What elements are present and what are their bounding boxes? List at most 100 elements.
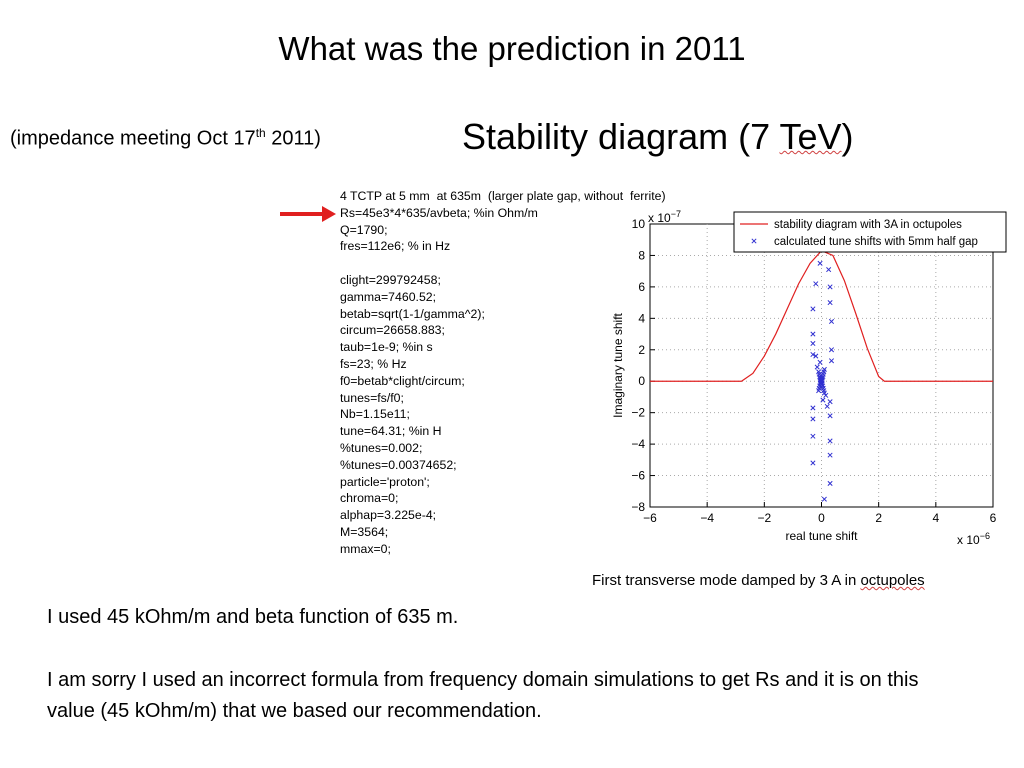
legend-box bbox=[733, 211, 1007, 253]
tune-shift-point bbox=[821, 496, 827, 502]
x-exponent-base: x 10 bbox=[957, 533, 980, 547]
code-line: tunes=fs/f0; bbox=[340, 390, 404, 405]
x-tick-label: −6 bbox=[643, 511, 657, 525]
tune-shift-point bbox=[810, 416, 816, 422]
tune-shift-point bbox=[828, 358, 835, 364]
legend-entry-points: calculated tune shifts with 5mm half gap bbox=[774, 236, 978, 248]
tune-shift-point bbox=[810, 460, 816, 466]
y-tick-label: −8 bbox=[631, 500, 645, 514]
matlab-code-block: 4 TCTP at 5 mm at 635m (larger plate gap… bbox=[340, 188, 666, 558]
slide-title: What was the prediction in 2011 bbox=[278, 30, 746, 67]
code-line: %tunes=0.00374652; bbox=[340, 457, 457, 472]
code-line: chroma=0; bbox=[340, 491, 399, 506]
tune-shift-point bbox=[827, 413, 833, 419]
tune-shift-point bbox=[813, 281, 819, 287]
code-line: fs=23; % Hz bbox=[340, 356, 407, 371]
tune-shift-point bbox=[828, 318, 835, 325]
tune-shift-point bbox=[828, 347, 835, 353]
stability-title-end: ) bbox=[841, 116, 854, 157]
x-tick-label: 2 bbox=[875, 511, 882, 525]
code-line: gamma=7460.52; bbox=[340, 289, 437, 304]
y-axis-label: Imaginary tune shift bbox=[611, 312, 625, 417]
tune-shift-point bbox=[819, 375, 825, 381]
tune-shift-point bbox=[826, 267, 832, 273]
code-line: f0=betab*clight/circum; bbox=[340, 373, 465, 388]
tune-shift-point bbox=[817, 260, 823, 266]
tune-shift-point bbox=[827, 300, 833, 306]
x-exponent-label: x 10−6 bbox=[957, 531, 990, 547]
tune-shift-point bbox=[821, 390, 827, 396]
code-line: 4 TCTP at 5 mm at 635m (larger plate gap… bbox=[340, 189, 666, 203]
code-line: %tunes=0.002; bbox=[340, 440, 423, 455]
stability-curve bbox=[650, 250, 993, 382]
tune-shift-point bbox=[823, 392, 829, 398]
code-line: M=3564; bbox=[340, 524, 389, 539]
y-tick-label: 6 bbox=[638, 280, 645, 294]
plot-area bbox=[649, 223, 994, 508]
tune-shift-point bbox=[810, 433, 816, 439]
legend-point-swatch bbox=[751, 238, 757, 244]
y-tick-label: 10 bbox=[632, 217, 646, 231]
code-line: taub=1e-9; %in s bbox=[340, 340, 433, 355]
stability-title-text: Stability diagram (7 bbox=[462, 116, 780, 157]
x-tick-label: 6 bbox=[990, 511, 997, 525]
code-line: tune=64.31; %in H bbox=[340, 424, 442, 439]
tune-shift-point bbox=[827, 452, 833, 458]
x-exponent-power: −6 bbox=[980, 531, 990, 541]
code-line: fres=112e6; % in Hz bbox=[340, 239, 451, 254]
code-line: Q=1790; bbox=[340, 222, 388, 237]
caption-underlined: octupoles bbox=[860, 572, 925, 589]
code-line: particle='proton'; bbox=[340, 474, 430, 489]
y-exponent-power: −7 bbox=[671, 210, 681, 219]
meeting-subtitle: (impedance meeting Oct 17th 2011) bbox=[10, 126, 321, 151]
tune-shift-point bbox=[827, 438, 833, 444]
tune-shift-point bbox=[818, 380, 825, 386]
code-line: Nb=1.15e11; bbox=[340, 407, 410, 422]
tune-shift-point bbox=[827, 284, 833, 290]
code-line: alphap=3.225e-4; bbox=[340, 508, 437, 523]
tune-shift-point bbox=[813, 353, 819, 359]
y-tick-label: 2 bbox=[638, 343, 645, 357]
tune-shift-point bbox=[821, 366, 827, 372]
tune-shift-point bbox=[817, 359, 823, 365]
subtitle-superscript: th bbox=[255, 126, 266, 140]
tune-shift-point bbox=[810, 306, 816, 312]
stability-title-tev: TeV bbox=[779, 116, 842, 157]
tune-shift-point bbox=[814, 364, 820, 370]
tune-shift-point bbox=[827, 480, 833, 486]
y-tick-label: 4 bbox=[638, 311, 645, 325]
subtitle-text-end: 2011) bbox=[265, 127, 321, 150]
y-tick-label: 8 bbox=[638, 248, 645, 262]
x-tick-label: 4 bbox=[932, 511, 939, 525]
tune-shift-point bbox=[810, 340, 816, 347]
y-tick-label: −6 bbox=[631, 469, 645, 483]
x-tick-label: −4 bbox=[700, 511, 714, 525]
caption-text: First transverse mode damped by 3 A in bbox=[592, 572, 861, 589]
y-tick-label: −4 bbox=[631, 437, 645, 451]
x-tick-label: −2 bbox=[757, 511, 771, 525]
note-line-1: I used 45 kOhm/m and beta function of 63… bbox=[47, 606, 459, 628]
stability-diagram-title: Stability diagram (7 TeV) bbox=[462, 116, 854, 158]
y-exponent-base: x 10 bbox=[648, 211, 671, 225]
tune-shift-point bbox=[810, 331, 816, 337]
red-arrow-icon bbox=[280, 206, 336, 222]
tune-shift-point bbox=[819, 381, 825, 387]
code-line: clight=299792458; bbox=[340, 272, 441, 287]
tune-shift-point bbox=[820, 397, 826, 403]
tune-shift-point bbox=[810, 351, 816, 358]
x-tick-label: 0 bbox=[818, 511, 825, 525]
y-exponent-label: x 10−7 bbox=[648, 210, 681, 225]
tune-shift-point bbox=[824, 403, 830, 409]
code-line: betab=sqrt(1-1/gamma^2); bbox=[340, 306, 485, 321]
y-tick-label: −2 bbox=[631, 406, 645, 420]
x-axis-label: real tune shift bbox=[785, 529, 858, 543]
code-line: Rs=45e3*4*635/avbeta; %in Ohm/m bbox=[340, 205, 538, 220]
y-tick-label: 0 bbox=[638, 374, 645, 388]
code-line: mmax=0; bbox=[340, 541, 391, 556]
tune-shift-point bbox=[827, 399, 833, 405]
chart-caption: First transverse mode damped by 3 A in o… bbox=[592, 572, 925, 589]
note-line-2: I am sorry I used an incorrect formula f… bbox=[47, 669, 919, 722]
tune-shift-point bbox=[810, 405, 816, 411]
code-line: circum=26658.883; bbox=[340, 323, 445, 338]
